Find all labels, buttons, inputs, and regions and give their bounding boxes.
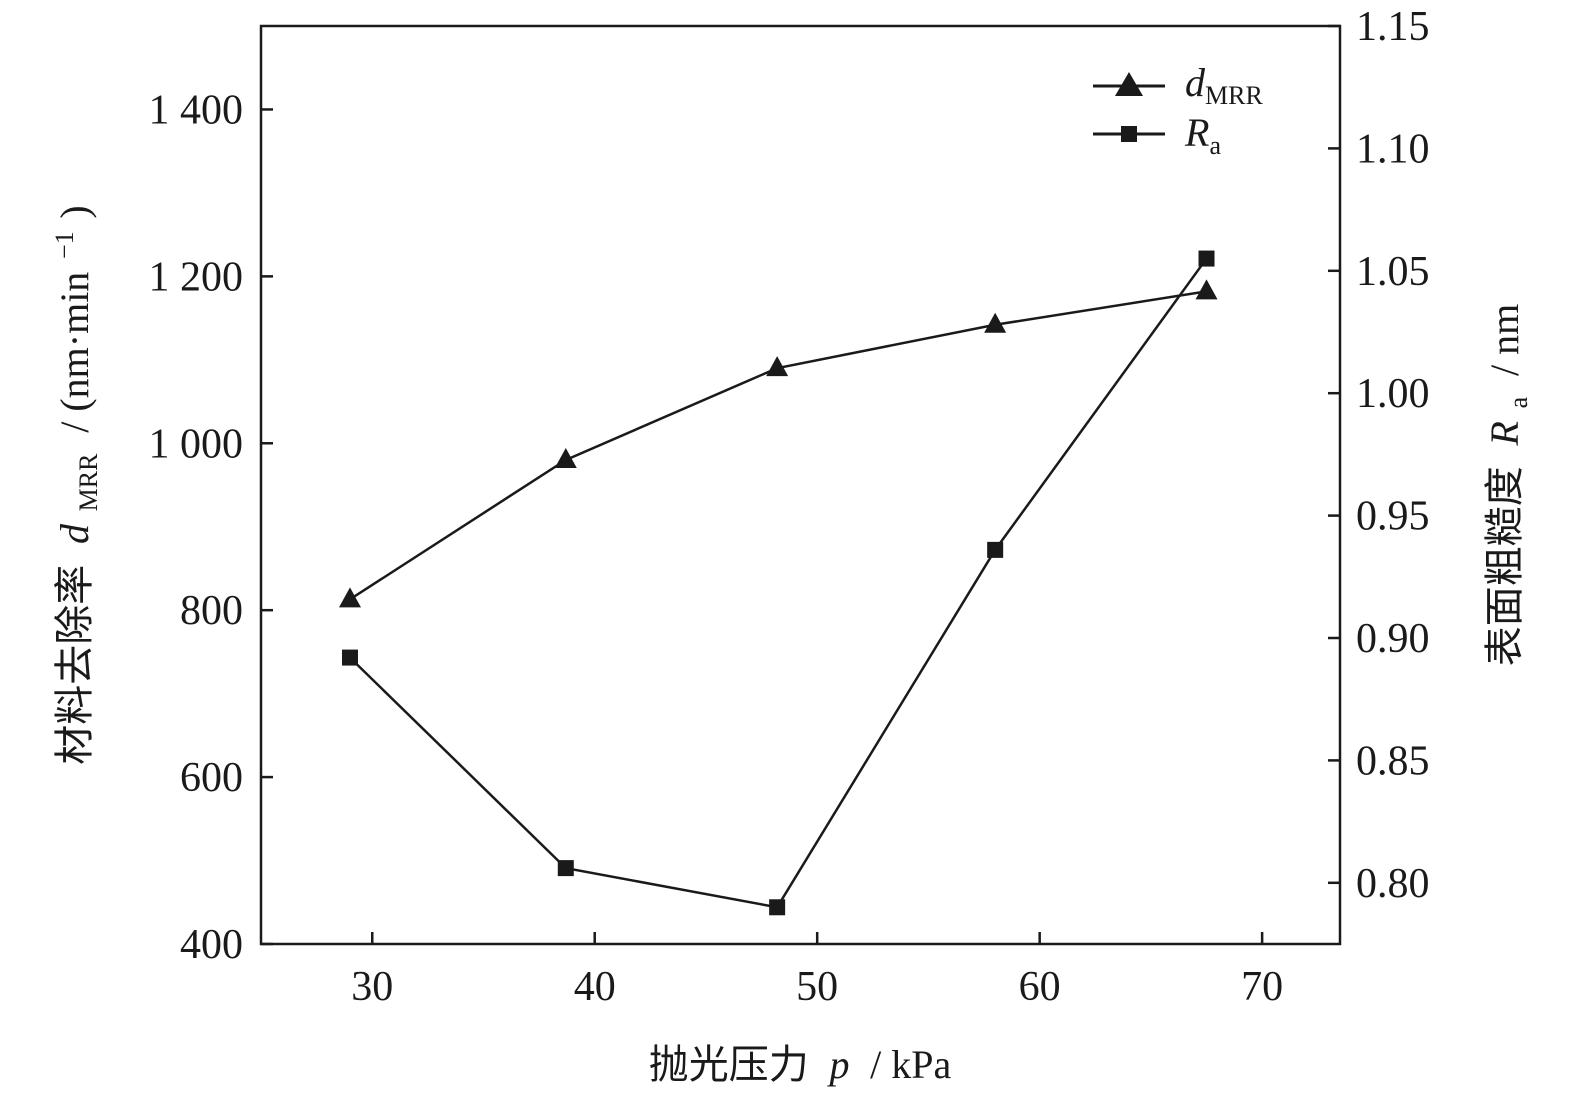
legend-item-dmrr: dMRR [1093,60,1263,110]
y-right-axis-title-sub: a [1504,396,1533,408]
point-dmrr-4 [1195,279,1218,300]
y-right-tick-label-3: 0.95 [1356,494,1430,540]
y-right-tick-label-1: 0.85 [1356,738,1430,784]
point-dmrr-3 [984,312,1007,333]
y-right-axis-ticks: 0.80 0.85 0.90 0.95 1.00 1.05 1.10 1.15 [1328,4,1430,907]
x-axis-title-text: 抛光压力 [649,1042,809,1088]
y-right-tick-label-7: 1.15 [1356,4,1430,50]
x-axis-title-var: p [826,1042,849,1087]
y-left-axis-title: 材料去除率 d MRR / (nm·min −1 ) [37,205,107,765]
y-left-axis-title-sub: MRR [74,453,103,511]
legend-label-dmrr-var: d [1185,60,1206,105]
legend-label-ra-sub: a [1209,131,1221,160]
y-left-axis-title-text: 材料去除率 [52,565,98,765]
x-axis-ticks: 30 40 50 60 70 [351,932,1283,1010]
x-tick-label-0: 30 [351,964,393,1010]
y-left-tick-label-4: 1 200 [149,254,244,300]
y-right-tick-label-2: 0.90 [1356,616,1430,662]
point-ra-2 [769,899,786,916]
x-tick-label-3: 60 [1019,964,1061,1010]
y-left-tick-label-1: 600 [180,755,243,801]
series-line-dmrr [349,290,1207,601]
x-tick-label-2: 50 [796,964,838,1010]
point-ra-0 [341,649,358,666]
series-line-ra [349,257,1208,909]
y-left-axis-title-close: ) [52,205,97,218]
x-tick-label-1: 40 [574,964,616,1010]
y-left-tick-label-0: 400 [180,922,243,968]
y-left-axis-title-var: d [52,523,97,544]
y-right-axis-title-unit: / nm [1482,304,1527,376]
y-right-tick-label-4: 1.00 [1356,371,1430,417]
x-axis-title-unit: / kPa [870,1042,951,1087]
legend-triangle-icon [1115,72,1143,96]
y-right-axis-title-text: 表面粗糙度 [1482,466,1528,666]
point-dmrr-0 [338,587,361,608]
y-left-tick-label-2: 800 [180,588,243,634]
point-ra-4 [1198,250,1215,267]
point-dmrr-1 [554,447,577,468]
y-left-axis-ticks: 400 600 800 1 000 1 200 1 400 [149,87,273,968]
series-layer [338,250,1218,916]
legend-item-ra: Ra [1093,110,1221,160]
legend-label-dmrr: dMRR [1185,60,1263,110]
point-ra-3 [987,541,1004,558]
y-left-axis-title-sup: −1 [50,231,79,259]
y-right-tick-label-5: 1.05 [1356,249,1430,295]
point-dmrr-2 [766,356,789,377]
legend-label-ra-var: R [1184,110,1209,155]
y-right-tick-label-6: 1.10 [1356,126,1430,172]
y-left-tick-label-5: 1 400 [149,87,244,133]
y-right-tick-label-0: 0.80 [1356,861,1430,907]
legend-label-ra: Ra [1184,110,1221,160]
x-tick-label-4: 70 [1241,964,1283,1010]
y-right-axis-title-var: R [1482,421,1527,446]
legend-square-icon [1121,126,1137,142]
plot-frame [259,24,1342,946]
y-left-tick-label-3: 1 000 [149,421,244,467]
x-axis-title: 抛光压力 p / kPa [649,1042,952,1088]
legend-label-dmrr-sub: MRR [1205,81,1263,110]
point-ra-1 [557,860,574,877]
legend: dMRR Ra [1093,60,1263,160]
y-left-axis-title-unit: / (nm·min [52,272,97,433]
y-right-axis-title: 表面粗糙度 R a / nm [1482,304,1537,666]
